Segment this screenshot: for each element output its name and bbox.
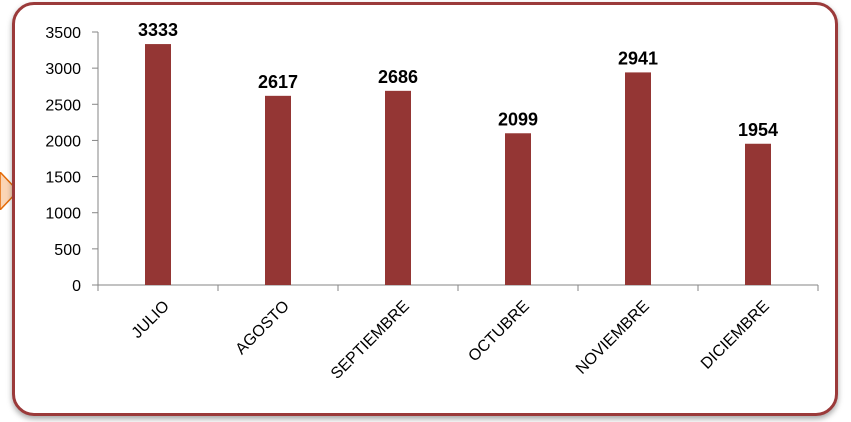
x-tick-label: JULIO [129,298,173,342]
bars [145,44,771,286]
data-labels: 3333 2617 2686 2099 2941 1954 [138,20,778,140]
bar-septiembre [385,90,411,285]
data-label: 2686 [378,67,418,87]
x-tick-label: AGOSTO [233,298,293,358]
x-axis: JULIO AGOSTO SEPTIEMBRE OCTUBRE NOVIEMBRE DIC… [97,284,819,383]
data-label: 3333 [138,20,178,40]
arrow-connector-icon [0,172,20,210]
y-axis: 0 500 1000 1500 2000 2500 3000 3500 [45,25,99,295]
y-tick-label: 0 [72,278,81,295]
bar-noviembre [625,72,651,285]
y-tick-label: 1500 [45,170,81,187]
data-label: 1954 [738,120,778,140]
bar-diciembre [745,143,771,285]
y-tick-label: 1000 [45,206,81,223]
y-tick-label: 2000 [45,133,81,150]
data-label: 2617 [258,72,298,92]
y-tick-label: 500 [54,242,81,259]
x-tick-label: SEPTIEMBRE [328,298,413,383]
x-tick-label: NOVIEMBRE [573,298,653,378]
y-tick-label: 3500 [45,25,81,42]
data-label: 2099 [498,109,538,129]
y-tick-label: 2500 [45,97,81,114]
y-tick-label: 3000 [45,61,81,78]
bar-octubre [505,133,531,285]
bar-agosto [265,95,291,286]
data-label: 2941 [618,48,658,68]
x-tick-label: OCTUBRE [465,298,532,365]
x-tick-label: DICIEMBRE [698,298,773,373]
bar-julio [145,44,171,285]
